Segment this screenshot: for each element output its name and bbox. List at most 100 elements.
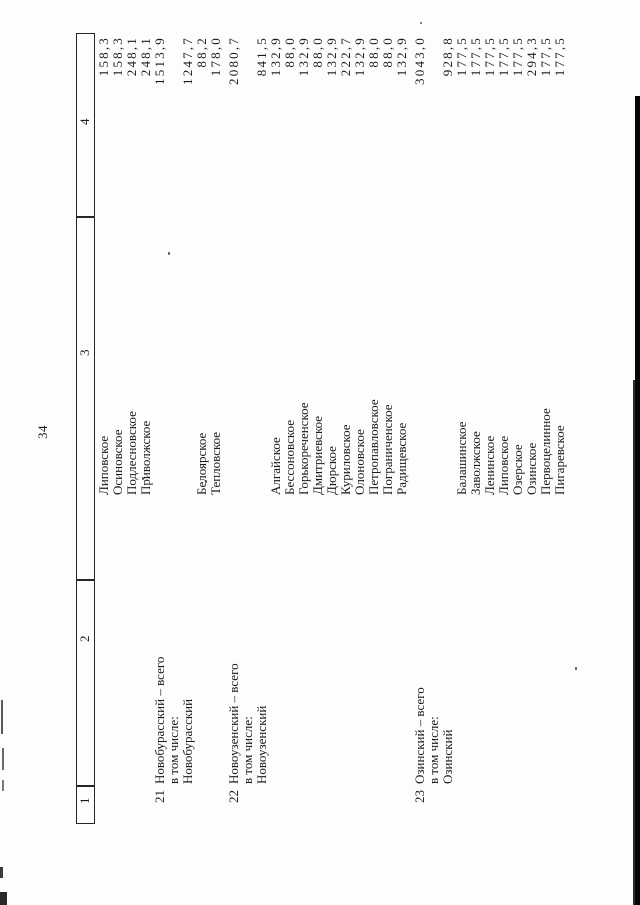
page-number: 34 bbox=[35, 425, 50, 439]
cell-settlement: Дюрское bbox=[324, 446, 339, 495]
scan-artifact bbox=[575, 667, 577, 670]
table-row: Первоцелинное 177,5 bbox=[538, 33, 553, 824]
table-row: Дюрское 132,9 bbox=[324, 33, 339, 824]
cell-settlement: Бессоновское bbox=[282, 420, 297, 495]
cell-district bbox=[539, 580, 553, 787]
cell-row-number bbox=[553, 787, 567, 824]
cell-district bbox=[311, 580, 325, 787]
scan-edge-shadow bbox=[635, 96, 640, 905]
table-row: Новоузенский 841,5 bbox=[254, 33, 269, 824]
cell-settlement: Белоярское bbox=[194, 432, 209, 495]
cell-settlement: Пигаревское bbox=[552, 425, 567, 495]
table-row: Олоновское 132,9 bbox=[352, 33, 367, 824]
cell-value: 88,0 bbox=[380, 36, 395, 68]
cell-settlement bbox=[413, 217, 427, 580]
table-row: Озерское 177,5 bbox=[510, 33, 525, 824]
cell-row-number bbox=[269, 787, 283, 824]
table-row: 21 Новобурасский – всего 1513,9 bbox=[152, 33, 167, 824]
cell-district bbox=[455, 580, 469, 787]
cell-value: 132,9 bbox=[268, 36, 283, 77]
cell-settlement: Дмитриевское bbox=[310, 415, 325, 495]
column-header-1: 1 bbox=[77, 797, 92, 805]
cell-settlement bbox=[227, 217, 241, 580]
cell-value: 222,7 bbox=[338, 36, 353, 77]
cell-district bbox=[139, 580, 153, 787]
cell-row-number bbox=[539, 787, 553, 824]
cell-row-number bbox=[241, 787, 255, 824]
table-row: Горькореченское 132,9 bbox=[296, 33, 311, 824]
cell-row-number bbox=[455, 787, 469, 824]
table-row: в том числе: bbox=[426, 33, 441, 824]
cell-district bbox=[395, 580, 409, 787]
table-row: Радищевское 132,9 bbox=[394, 33, 409, 824]
column-header-2: 2 bbox=[77, 635, 92, 643]
scan-artifact bbox=[0, 867, 3, 878]
cell-value: 178,0 bbox=[208, 36, 223, 77]
cell-district: Озинский – всего bbox=[412, 687, 427, 784]
cell-value: 1513,9 bbox=[152, 36, 167, 85]
cell-district bbox=[125, 580, 139, 787]
cell-value: 177,5 bbox=[454, 36, 469, 77]
table-row: 22 Новоузенский – всего 2080,7 bbox=[226, 33, 241, 824]
cell-row-number bbox=[353, 787, 367, 824]
cell-district: в том числе: bbox=[240, 716, 255, 784]
cell-value: 88,0 bbox=[282, 36, 297, 68]
scan-artifact bbox=[1, 700, 3, 734]
table-row: Липовское 158,3 bbox=[96, 33, 111, 824]
cell-row-number bbox=[497, 787, 511, 824]
cell-district bbox=[297, 580, 311, 787]
scan-artifact bbox=[2, 748, 4, 770]
cell-value: 928,8 bbox=[440, 36, 455, 77]
cell-district bbox=[209, 580, 223, 787]
table-header-row: 1 2 3 4 bbox=[76, 33, 95, 824]
cell-value: 248,1 bbox=[138, 36, 153, 77]
table-row: Дмитриевское 88,0 bbox=[310, 33, 325, 824]
cell-settlement: Радищевское bbox=[394, 422, 409, 495]
cell-row-number bbox=[195, 787, 209, 824]
table-row: Приволжское 248,1 bbox=[138, 33, 153, 824]
cell-row-number bbox=[483, 787, 497, 824]
cell-value: 177,5 bbox=[538, 36, 553, 77]
cell-value: 88,2 bbox=[194, 36, 209, 68]
cell-value bbox=[167, 33, 181, 217]
cell-value: 177,5 bbox=[468, 36, 483, 77]
cell-row-number bbox=[209, 787, 223, 824]
cell-row-number bbox=[525, 787, 539, 824]
cell-district bbox=[469, 580, 483, 787]
table-row: Ленинское 177,5 bbox=[482, 33, 497, 824]
cell-settlement: Приволжское bbox=[138, 420, 153, 495]
cell-value: 88,0 bbox=[366, 36, 381, 68]
cell-row-number bbox=[427, 787, 441, 824]
column-header-3: 3 bbox=[77, 349, 92, 357]
cell-district bbox=[325, 580, 339, 787]
cell-settlement: Озерское bbox=[510, 444, 525, 495]
cell-row-number bbox=[395, 787, 409, 824]
cell-district bbox=[381, 580, 395, 787]
cell-row-number bbox=[311, 787, 325, 824]
cell-row-number bbox=[125, 787, 139, 824]
column-divider bbox=[77, 579, 94, 581]
table-row: Алгайское 132,9 bbox=[268, 33, 283, 824]
cell-row-number bbox=[339, 787, 353, 824]
scan-artifact bbox=[142, 477, 144, 480]
scan-artifact bbox=[0, 892, 7, 905]
cell-value: 294,3 bbox=[524, 36, 539, 77]
table-row: Пограниченское 88,0 bbox=[380, 33, 395, 824]
table-row: 23 Озинский – всего 3043,0 bbox=[412, 33, 427, 824]
table-row: Осиновское 158,3 bbox=[110, 33, 125, 824]
scan-edge-shadow bbox=[633, 380, 635, 905]
cell-district bbox=[283, 580, 297, 787]
cell-value: 177,5 bbox=[510, 36, 525, 77]
cell-value: 177,5 bbox=[552, 36, 567, 77]
cell-value: 158,3 bbox=[110, 36, 125, 77]
column-divider bbox=[77, 785, 94, 787]
cell-district bbox=[483, 580, 497, 787]
cell-district: Новоузенский – всего bbox=[226, 663, 241, 784]
cell-district bbox=[367, 580, 381, 787]
cell-row-number bbox=[139, 787, 153, 824]
cell-value: 132,9 bbox=[296, 36, 311, 77]
cell-value bbox=[241, 33, 255, 217]
cell-district bbox=[497, 580, 511, 787]
